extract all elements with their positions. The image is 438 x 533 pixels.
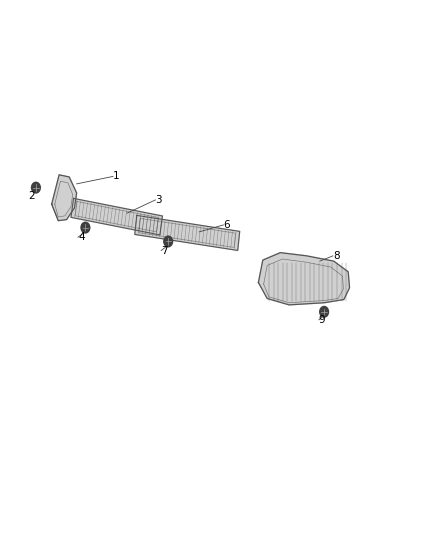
Circle shape: [32, 182, 40, 193]
Polygon shape: [135, 215, 240, 251]
Text: 1: 1: [113, 172, 120, 181]
Text: 7: 7: [161, 246, 168, 255]
Polygon shape: [258, 253, 350, 305]
Circle shape: [164, 236, 173, 247]
Circle shape: [81, 222, 90, 233]
Polygon shape: [71, 198, 162, 235]
Text: 3: 3: [155, 195, 162, 205]
Text: 2: 2: [28, 191, 35, 201]
Text: 6: 6: [223, 220, 230, 230]
Text: 8: 8: [333, 251, 339, 261]
Polygon shape: [52, 175, 77, 221]
Circle shape: [320, 306, 328, 317]
Text: 9: 9: [319, 315, 325, 325]
Text: 4: 4: [78, 232, 85, 242]
